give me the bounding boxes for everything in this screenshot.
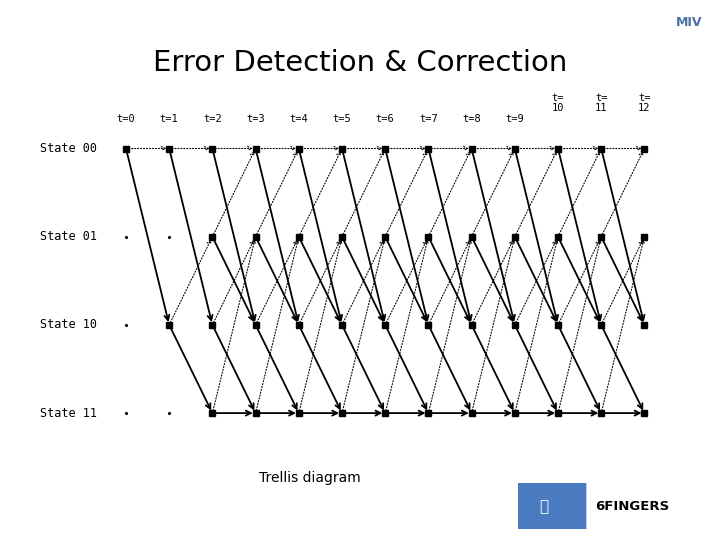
Text: State 00: State 00 (40, 142, 97, 155)
Text: State 11: State 11 (40, 407, 97, 420)
Text: t=4: t=4 (289, 114, 308, 124)
Text: ✋: ✋ (539, 499, 549, 514)
Text: t=
12: t= 12 (638, 92, 651, 113)
Text: Error Detection & Correction: Error Detection & Correction (153, 49, 567, 77)
Text: t=
11: t= 11 (595, 92, 608, 113)
Text: t=
10: t= 10 (552, 92, 564, 113)
Text: 6FINGERS: 6FINGERS (595, 500, 670, 513)
Text: t=3: t=3 (246, 114, 265, 124)
Text: t=0: t=0 (117, 114, 135, 124)
Text: Trellis diagram: Trellis diagram (258, 471, 361, 485)
Text: State 10: State 10 (40, 319, 97, 332)
FancyBboxPatch shape (509, 481, 586, 531)
Text: t=8: t=8 (462, 114, 481, 124)
Text: t=1: t=1 (160, 114, 179, 124)
Text: t=7: t=7 (419, 114, 438, 124)
Text: t=6: t=6 (376, 114, 395, 124)
Text: MIV: MIV (675, 16, 702, 29)
Text: t=5: t=5 (333, 114, 351, 124)
Text: t=9: t=9 (505, 114, 524, 124)
Text: State 01: State 01 (40, 230, 97, 243)
Text: t=2: t=2 (203, 114, 222, 124)
